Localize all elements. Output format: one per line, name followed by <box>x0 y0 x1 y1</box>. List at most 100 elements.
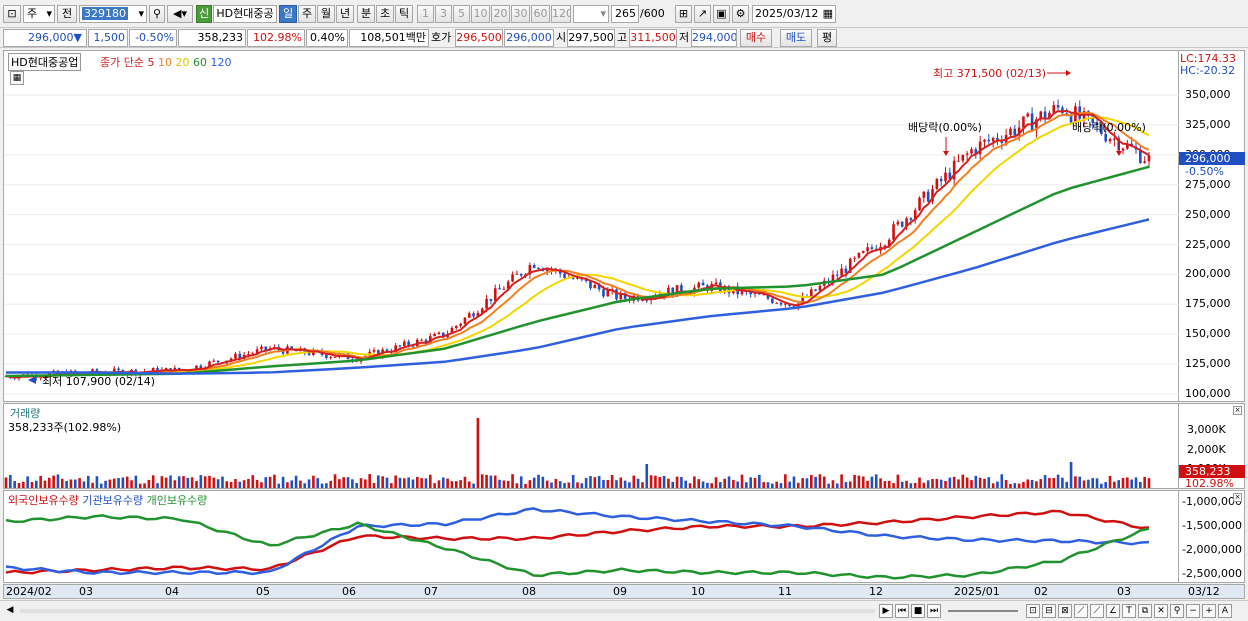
candle-body <box>809 289 813 298</box>
interval-30[interactable]: 30 <box>511 5 530 23</box>
volume-bar <box>797 482 800 488</box>
zoom-tool-icon[interactable]: ⊡ <box>1026 604 1040 618</box>
volume-chart-area[interactable]: 거래량 358,233주(102.98%) <box>3 403 1179 489</box>
layout-icon[interactable]: ⊡ <box>3 5 21 23</box>
volume-bar <box>1022 481 1025 488</box>
zoom-slider[interactable] <box>948 610 1018 612</box>
stop-icon[interactable]: ■ <box>911 604 925 618</box>
sell-button[interactable]: 매도 <box>780 29 812 47</box>
period-minute[interactable]: 분 <box>357 5 375 23</box>
candle-body <box>476 312 480 317</box>
interval-custom-select[interactable]: ▾ <box>573 5 609 23</box>
zoom-in-icon[interactable]: + <box>1202 604 1216 618</box>
candle-body <box>1074 106 1077 123</box>
chart-tool-icon[interactable]: ⊞ <box>675 5 692 23</box>
draw-tool-icon[interactable]: ↗ <box>694 5 711 23</box>
interval-5[interactable]: 5 <box>453 5 470 23</box>
volume-bar <box>403 478 406 488</box>
price-chart-area[interactable]: HD현대중공업 종가 단순 5 10 20 60 120 ▦ 최고 371,50… <box>3 50 1180 402</box>
interval-3[interactable]: 3 <box>435 5 452 23</box>
close-icon[interactable]: × <box>1233 493 1242 502</box>
search-icon[interactable]: ⚲ <box>1170 604 1184 618</box>
volume-bar <box>671 481 675 488</box>
volume-bar <box>784 474 787 488</box>
volume-bar <box>268 476 272 488</box>
stock-code-input[interactable]: 329180 ▾ <box>79 5 147 23</box>
save-icon[interactable]: ▣ <box>713 5 730 23</box>
period-week[interactable]: 주 <box>298 5 316 23</box>
volume-bar <box>138 483 142 488</box>
volume-bar <box>606 479 610 488</box>
candle-body <box>680 285 683 294</box>
interval-120[interactable]: 120 <box>551 5 571 23</box>
text-tool-icon[interactable]: T <box>1122 604 1136 618</box>
candle-body <box>511 274 514 282</box>
angle-tool-icon[interactable]: ∠ <box>1106 604 1120 618</box>
interval-10[interactable]: 10 <box>471 5 490 23</box>
volume-bar <box>996 481 999 488</box>
buy-button[interactable]: 매수 <box>740 29 772 47</box>
pct-tag: -0.50% <box>1185 165 1224 178</box>
price-y-tick: 200,000 <box>1185 267 1231 281</box>
candle-body <box>1022 116 1025 128</box>
copy-icon[interactable]: ⧉ <box>1138 604 1152 618</box>
delete-icon[interactable]: ✕ <box>1154 604 1168 618</box>
prev-button[interactable]: 전 <box>57 5 77 23</box>
scroll-left-icon[interactable]: ◀ <box>6 605 14 615</box>
volume-bar <box>299 480 302 488</box>
volume-bar <box>329 480 333 488</box>
interval-20[interactable]: 20 <box>491 5 510 23</box>
volume-bar <box>844 482 848 488</box>
candle-body <box>195 365 198 371</box>
holder-chart-area[interactable]: 외국인보유수량 기관보유수량 개인보유수량 <box>3 490 1179 583</box>
zoom-out-icon[interactable]: − <box>1186 604 1200 618</box>
date-input[interactable]: 2025/03/12 ▦ <box>752 5 836 23</box>
speaker-icon[interactable]: ◀▾ <box>167 5 193 23</box>
period-year[interactable]: 년 <box>336 5 354 23</box>
search-icon[interactable]: ⚲ <box>149 5 165 23</box>
first-icon[interactable]: ⏮ <box>895 604 909 618</box>
turnover: 0.40% <box>306 29 348 47</box>
volume-bar <box>17 482 21 488</box>
interval-60[interactable]: 60 <box>531 5 550 23</box>
font-size-icon[interactable]: A <box>1218 604 1232 618</box>
volume-bar <box>1074 476 1077 488</box>
candle-body <box>385 349 389 352</box>
volume-bar <box>874 474 878 488</box>
period-month[interactable]: 월 <box>317 5 335 23</box>
interval-1[interactable]: 1 <box>417 5 434 23</box>
volume-bar <box>472 483 475 488</box>
volume-bar <box>316 478 320 488</box>
last-icon[interactable]: ⏭ <box>927 604 941 618</box>
candle-body <box>775 302 778 304</box>
count-input[interactable]: 265 <box>611 5 639 23</box>
period-type-select[interactable]: 주 ▾ <box>23 5 55 23</box>
period-day[interactable]: 일 <box>279 5 297 23</box>
candle-body <box>831 274 835 283</box>
scrollbar-track[interactable] <box>20 609 875 613</box>
volume-bar <box>822 476 826 488</box>
line-tool-icon[interactable]: ⟋ <box>1074 604 1088 618</box>
ma-label: 종가 단순 <box>100 56 144 69</box>
volume-bar <box>4 477 8 488</box>
period-second[interactable]: 초 <box>376 5 394 23</box>
scroll-right-icon[interactable]: ▶ <box>879 604 893 618</box>
trend-tool-icon[interactable]: ⟋ <box>1090 604 1104 618</box>
gear-icon[interactable]: ⚙ <box>732 5 749 23</box>
volume-chart-svg <box>4 418 1151 488</box>
holder-tick-4: -2,500,000 <box>1182 567 1242 580</box>
volume-y-axis: 3,000K 2,000K 1,000K 358,233 102.98% × <box>1179 403 1245 490</box>
volume-bar <box>151 475 155 488</box>
candle-body <box>987 139 991 142</box>
avg-button[interactable]: 평 <box>817 29 837 47</box>
volume-bar <box>255 479 259 488</box>
volume-bar <box>883 481 887 488</box>
price-y-tick: 175,000 <box>1185 297 1231 311</box>
volume-bar <box>182 476 185 488</box>
period-tick[interactable]: 틱 <box>395 5 413 23</box>
crosshair-icon[interactable]: ⊠ <box>1058 604 1072 618</box>
close-icon[interactable]: × <box>1233 406 1242 415</box>
volume-bar <box>1048 477 1051 488</box>
pan-tool-icon[interactable]: ⊟ <box>1042 604 1056 618</box>
table-icon[interactable]: ▦ <box>10 71 24 85</box>
